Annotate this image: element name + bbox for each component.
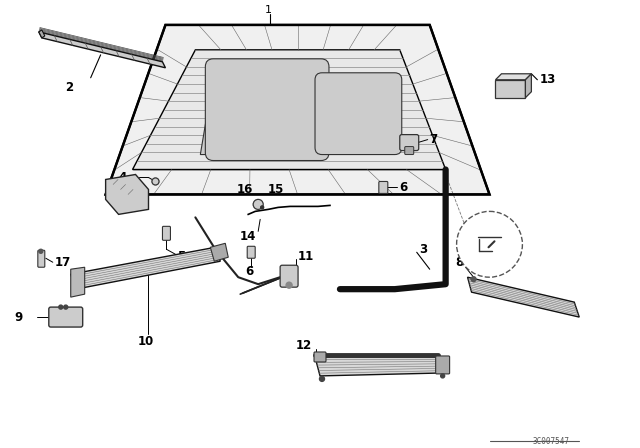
Circle shape: [152, 178, 159, 185]
Circle shape: [319, 376, 324, 381]
Text: 11: 11: [298, 250, 314, 263]
Polygon shape: [315, 357, 445, 376]
FancyBboxPatch shape: [280, 265, 298, 287]
Polygon shape: [132, 50, 445, 169]
Polygon shape: [468, 277, 579, 317]
FancyBboxPatch shape: [314, 352, 326, 362]
Polygon shape: [495, 80, 525, 98]
Text: 5: 5: [177, 250, 186, 263]
Text: 6: 6: [245, 265, 253, 278]
Text: 4: 4: [118, 171, 127, 184]
Polygon shape: [39, 30, 45, 38]
Text: 2: 2: [65, 81, 73, 94]
Text: 13: 13: [540, 73, 556, 86]
FancyBboxPatch shape: [379, 181, 388, 194]
FancyBboxPatch shape: [315, 73, 402, 155]
Polygon shape: [200, 65, 325, 155]
Polygon shape: [318, 78, 400, 150]
FancyBboxPatch shape: [49, 307, 83, 327]
Text: 7: 7: [429, 133, 438, 146]
FancyBboxPatch shape: [205, 59, 329, 160]
Circle shape: [152, 178, 159, 185]
FancyBboxPatch shape: [163, 226, 170, 240]
Text: 8: 8: [455, 256, 463, 269]
Text: 16: 16: [237, 183, 253, 196]
Text: 9: 9: [15, 310, 23, 323]
Circle shape: [64, 305, 68, 309]
Circle shape: [253, 199, 263, 209]
Circle shape: [253, 199, 263, 209]
Text: 3: 3: [419, 243, 427, 256]
Circle shape: [456, 211, 522, 277]
Polygon shape: [39, 32, 166, 68]
Text: 12: 12: [296, 340, 312, 353]
Circle shape: [286, 282, 292, 288]
FancyBboxPatch shape: [38, 250, 45, 267]
Polygon shape: [71, 247, 220, 289]
Polygon shape: [495, 74, 531, 80]
Polygon shape: [211, 243, 228, 261]
FancyBboxPatch shape: [404, 146, 413, 155]
Polygon shape: [106, 25, 490, 194]
Text: 3C007547: 3C007547: [532, 437, 569, 446]
Polygon shape: [106, 174, 148, 215]
Circle shape: [441, 374, 445, 378]
Polygon shape: [71, 267, 84, 297]
Text: 17: 17: [55, 256, 71, 269]
FancyBboxPatch shape: [400, 134, 419, 151]
Circle shape: [471, 277, 476, 282]
Polygon shape: [525, 74, 531, 98]
Text: 10: 10: [138, 335, 154, 348]
Text: 6: 6: [399, 181, 407, 194]
Text: 1: 1: [265, 5, 271, 15]
Circle shape: [39, 249, 43, 253]
Circle shape: [59, 305, 63, 309]
FancyBboxPatch shape: [247, 246, 255, 258]
Text: 15: 15: [268, 183, 285, 196]
Circle shape: [260, 206, 264, 209]
Text: 14: 14: [240, 230, 256, 243]
FancyBboxPatch shape: [436, 356, 450, 374]
